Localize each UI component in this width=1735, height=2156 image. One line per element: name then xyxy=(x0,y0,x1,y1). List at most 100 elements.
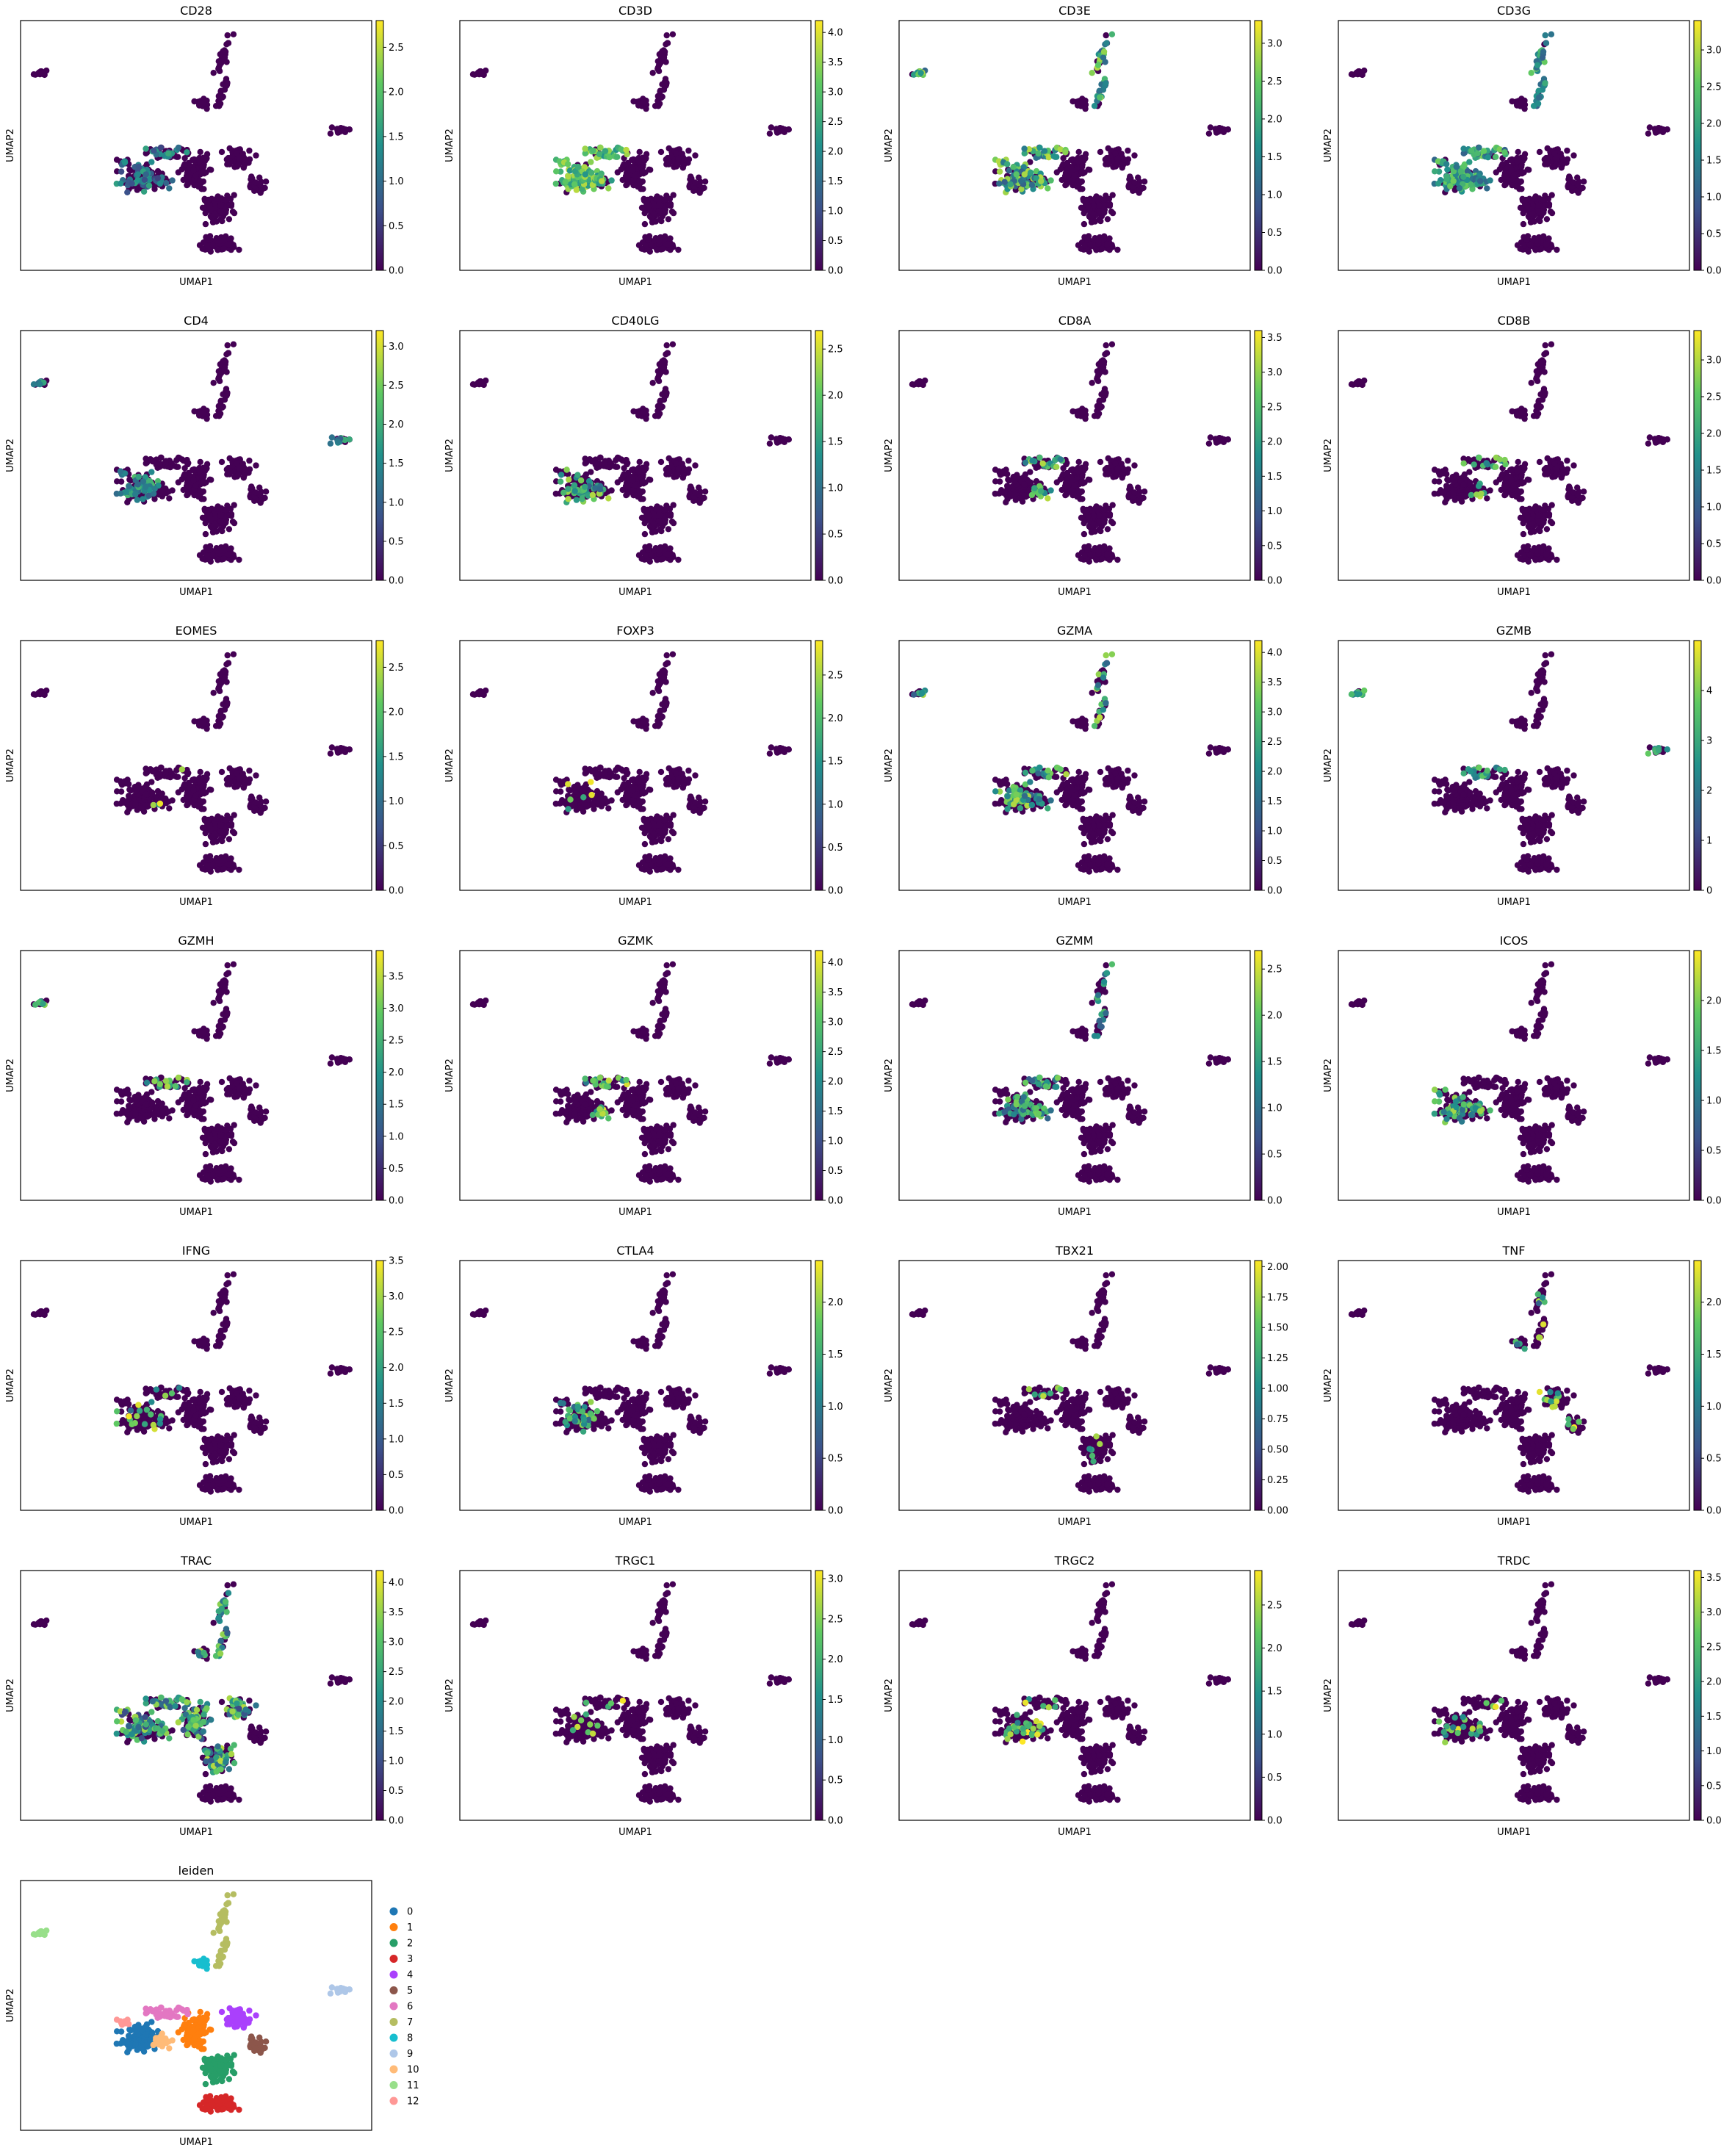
point xyxy=(1094,547,1102,555)
point xyxy=(226,241,232,248)
point-expressed xyxy=(1089,70,1095,76)
point xyxy=(1207,434,1214,441)
y-axis-label: UMAP2 xyxy=(884,129,895,162)
point xyxy=(1093,556,1100,563)
point xyxy=(1105,468,1112,475)
point-expressed xyxy=(1045,185,1051,192)
point xyxy=(624,483,631,490)
point-expressed xyxy=(151,486,158,492)
point-expressed xyxy=(552,180,559,187)
point xyxy=(1094,372,1102,378)
point-expressed xyxy=(1534,62,1541,68)
point xyxy=(1502,491,1509,498)
point xyxy=(1213,129,1220,135)
colorbar-tick-label: 1.5 xyxy=(389,131,404,143)
point-expressed xyxy=(1468,181,1475,188)
point xyxy=(1514,158,1521,165)
point-expressed xyxy=(1028,169,1034,176)
point xyxy=(1075,148,1082,156)
point-expressed xyxy=(553,168,560,175)
panel-title: CD8A xyxy=(1058,314,1092,328)
point xyxy=(628,156,635,163)
point xyxy=(657,87,663,94)
point xyxy=(1520,220,1527,228)
point xyxy=(636,458,643,466)
point xyxy=(665,216,672,223)
point xyxy=(199,555,206,562)
point xyxy=(236,465,242,472)
point xyxy=(654,193,660,200)
point-expressed xyxy=(1041,148,1048,154)
point xyxy=(654,556,660,563)
point xyxy=(1526,167,1532,173)
point-expressed xyxy=(1038,178,1045,184)
point xyxy=(1108,341,1116,347)
point-expressed xyxy=(571,181,578,188)
point xyxy=(203,155,210,162)
point xyxy=(663,390,670,397)
point xyxy=(665,526,672,533)
point-expressed xyxy=(327,440,334,447)
point xyxy=(203,465,210,472)
x-axis-label: UMAP1 xyxy=(179,587,213,598)
point xyxy=(1540,206,1547,212)
point xyxy=(644,196,651,203)
y-axis-label: UMAP2 xyxy=(444,129,455,162)
point xyxy=(1570,152,1577,159)
point xyxy=(657,458,665,466)
point-expressed xyxy=(1010,164,1017,170)
point xyxy=(670,192,677,198)
point xyxy=(216,237,223,245)
colorbar-tick-label: 1.0 xyxy=(389,176,404,187)
point xyxy=(623,459,630,466)
point xyxy=(649,380,656,386)
point xyxy=(674,472,681,478)
point xyxy=(1089,380,1095,386)
point-expressed xyxy=(143,483,149,490)
point xyxy=(1078,488,1085,495)
point-expressed xyxy=(1004,161,1011,167)
point xyxy=(1517,245,1523,252)
point xyxy=(643,465,649,472)
point-expressed xyxy=(996,180,1003,187)
point xyxy=(200,168,207,175)
point-expressed xyxy=(1432,168,1438,175)
point xyxy=(1515,458,1521,466)
point xyxy=(1348,71,1355,78)
point-expressed xyxy=(996,168,1003,175)
point-expressed xyxy=(599,178,605,184)
point xyxy=(1131,152,1138,159)
point xyxy=(1510,173,1517,179)
point xyxy=(1017,495,1024,502)
point xyxy=(185,483,192,490)
colorbar-tick-label: 2.0 xyxy=(828,391,843,402)
point-expressed xyxy=(134,171,141,178)
point xyxy=(213,218,220,225)
point xyxy=(1553,162,1559,168)
point-expressed xyxy=(557,478,564,485)
point xyxy=(917,380,924,386)
point xyxy=(1053,479,1060,486)
point xyxy=(682,156,688,163)
point xyxy=(660,555,666,563)
point xyxy=(1560,156,1567,163)
point xyxy=(231,502,237,508)
colorbar-tick-label: 1.5 xyxy=(1267,472,1283,483)
point-expressed xyxy=(117,468,124,475)
point xyxy=(190,167,197,173)
point xyxy=(657,404,664,411)
point-expressed xyxy=(574,472,581,478)
point xyxy=(1205,130,1213,137)
panel-title: CD4 xyxy=(184,314,209,328)
point-expressed xyxy=(605,185,612,192)
point xyxy=(668,154,674,160)
point xyxy=(1106,201,1114,208)
point-expressed xyxy=(154,175,161,181)
point xyxy=(1053,169,1060,176)
point xyxy=(640,409,646,417)
point xyxy=(1078,555,1084,562)
point xyxy=(213,528,220,535)
point xyxy=(227,468,234,475)
point xyxy=(1021,481,1028,488)
point xyxy=(1099,245,1105,253)
